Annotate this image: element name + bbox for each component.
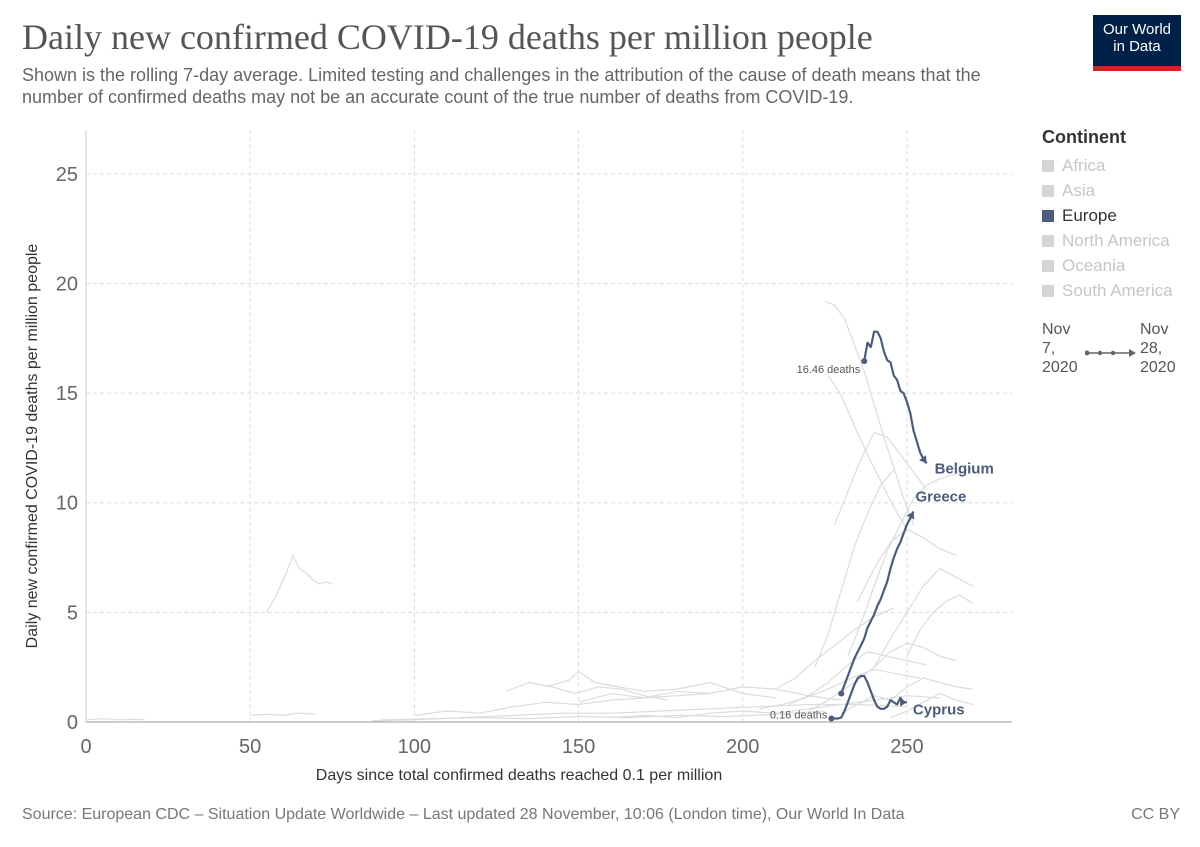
timeline-start-day: 7,	[1042, 340, 1056, 357]
background-series-line	[381, 710, 825, 721]
legend-swatch	[1042, 234, 1054, 247]
x-tick-label: 250	[890, 736, 923, 758]
background-series-line	[857, 528, 957, 602]
belgium-start-label: 16.46 deaths	[797, 364, 861, 376]
greece-start-point	[838, 690, 845, 697]
background-series-line	[578, 686, 842, 703]
timeline-track[interactable]	[1085, 348, 1137, 358]
background-series-line	[808, 642, 957, 712]
y-tick-label: 5	[67, 602, 78, 624]
background-series-line	[834, 431, 928, 525]
greece-series-label: Greece	[915, 489, 966, 506]
legend-item-europe[interactable]: Europe	[1042, 203, 1192, 228]
x-tick-label: 50	[239, 736, 261, 758]
cyprus-end-arrow	[900, 697, 907, 707]
continent-legend: Continent Africa Asia Europe North America O…	[1042, 127, 1192, 303]
background-series-line	[788, 651, 927, 706]
chart-subtitle: Shown is the rolling 7-day average. Limi…	[22, 65, 981, 107]
background-series-line	[873, 567, 973, 668]
timeline-start-month: Nov	[1042, 321, 1071, 338]
logo-line-2: in Data	[1113, 38, 1161, 55]
legend-item-oceania[interactable]: Oceania	[1042, 253, 1192, 278]
background-series-line	[890, 692, 973, 719]
belgium-start-point	[861, 358, 868, 365]
timeline-end-month: Nov	[1140, 321, 1169, 338]
background-series-line	[840, 677, 973, 714]
legend-swatch	[1042, 259, 1054, 272]
source-note: Source: European CDC – Situation Update …	[22, 806, 905, 823]
y-tick-label: 25	[56, 164, 78, 186]
background-series-line	[414, 692, 710, 716]
cyprus-start-point	[828, 715, 835, 722]
background-series-line	[847, 467, 973, 657]
x-tick-label: 0	[80, 736, 91, 758]
greece-series-line	[840, 511, 915, 694]
legend-label: North America	[1062, 230, 1170, 250]
chart-title: Daily new confirmed COVID-19 deaths per …	[22, 17, 873, 57]
legend-label: Africa	[1062, 155, 1106, 175]
timeline-start-year: 2020	[1042, 359, 1078, 376]
legend-label: Asia	[1062, 180, 1096, 200]
timeline-control[interactable]: Nov 7, 2020 Nov 28, 2020	[1042, 312, 1192, 382]
x-tick-label: 100	[398, 736, 431, 758]
timeline-end-day: 28,	[1140, 340, 1163, 357]
timeline-start-handle[interactable]	[1085, 350, 1090, 356]
legend-item-asia[interactable]: Asia	[1042, 178, 1192, 203]
logo-line-1: Our World	[1102, 21, 1172, 38]
x-tick-label: 200	[726, 736, 759, 758]
y-tick-label: 10	[56, 493, 78, 515]
timeline-end-label[interactable]: Nov 28, 2020	[1140, 320, 1176, 377]
timeline-dot	[1097, 350, 1103, 356]
background-series-line	[506, 681, 668, 701]
belgium-series-line	[863, 330, 928, 464]
y-tick-label: 15	[56, 383, 78, 405]
legend-items: Africa Asia Europe North America Oceania Sout…	[1042, 153, 1192, 303]
legend-title: Continent	[1042, 127, 1126, 147]
background-series-line	[824, 300, 915, 525]
background-series-line	[545, 670, 776, 699]
legend-item-south-america[interactable]: South America	[1042, 278, 1192, 303]
x-tick-label: 150	[562, 736, 595, 758]
background-series-line	[85, 718, 146, 721]
timeline-dot	[1110, 350, 1116, 356]
legend-swatch	[1042, 284, 1054, 297]
license-link[interactable]: CC BY	[1131, 806, 1180, 823]
owid-logo[interactable]: Our World in Data	[1093, 15, 1181, 71]
timeline-arrow-icon[interactable]	[1129, 349, 1136, 357]
legend-item-north-america[interactable]: North America	[1042, 228, 1192, 253]
background-series-line	[759, 668, 921, 710]
legend-item-africa[interactable]: Africa	[1042, 153, 1192, 178]
background-series-line	[827, 375, 908, 530]
background-series-line	[814, 469, 895, 668]
background-series-line	[266, 553, 333, 613]
timeline-end-year: 2020	[1140, 359, 1176, 376]
y-axis-title: Daily new confirmed COVID-19 deaths per …	[24, 244, 41, 649]
legend-label: Europe	[1062, 205, 1117, 225]
background-series-line	[906, 594, 973, 657]
cyprus-series-label: Cyprus	[913, 701, 965, 718]
y-tick-label: 0	[67, 712, 78, 734]
legend-swatch	[1042, 209, 1054, 222]
legend-swatch	[1042, 184, 1054, 197]
y-tick-label: 20	[56, 273, 78, 295]
legend-swatch	[1042, 159, 1054, 172]
timeline-start-label[interactable]: Nov 7, 2020	[1042, 320, 1078, 377]
legend-label: Oceania	[1062, 255, 1126, 275]
greece-end-arrow	[906, 511, 915, 520]
belgium-series-label: Belgium	[935, 460, 994, 477]
belgium-end-arrow	[919, 455, 927, 464]
background-series-line	[250, 712, 316, 717]
x-axis-title: Days since total confirmed deaths reache…	[316, 767, 722, 784]
cyprus-series-line	[831, 674, 907, 720]
cyprus-start-label: 0.16 deaths	[770, 709, 828, 721]
legend-label: South America	[1062, 280, 1173, 300]
